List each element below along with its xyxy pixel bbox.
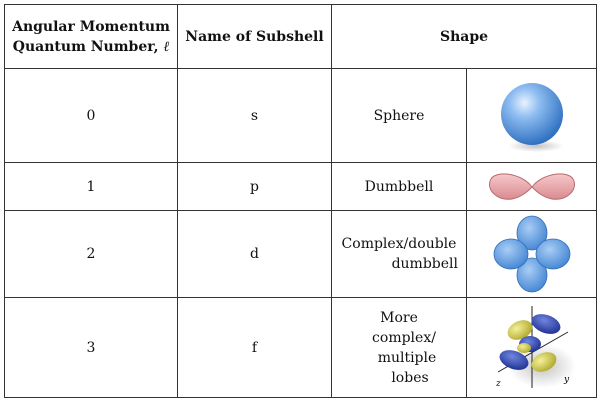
z-axis-label: z bbox=[495, 379, 501, 389]
shape-line: multiple bbox=[377, 349, 437, 366]
sphere-icon bbox=[466, 68, 597, 163]
table-row: 0 s Sphere bbox=[4, 68, 597, 163]
shape-line: dumbbell bbox=[391, 256, 458, 272]
l-value: 3 bbox=[4, 297, 178, 398]
table-row: 3 f More complex/ multiple lobes bbox=[4, 297, 597, 398]
subshell-name: p bbox=[177, 162, 332, 211]
shape-name: Complex/double dumbbell bbox=[331, 210, 467, 298]
header-col1-line1: Angular Momentum bbox=[12, 18, 170, 35]
shape-name: Sphere bbox=[331, 68, 467, 163]
subshell-name: s bbox=[177, 68, 332, 163]
shape-line: Sphere bbox=[373, 107, 425, 124]
header-subshell-name: Name of Subshell bbox=[177, 4, 332, 69]
shape-line: complex/ bbox=[372, 329, 436, 346]
header-angular-momentum: Angular Momentum Quantum Number, ℓ bbox=[4, 4, 178, 69]
table-row: 1 p Dumbbell bbox=[4, 162, 597, 211]
header-row: Angular Momentum Quantum Number, ℓ Name … bbox=[4, 4, 597, 69]
shape-name: Dumbbell bbox=[331, 162, 467, 211]
table-row: 2 d Complex/double dumbbell bbox=[4, 210, 597, 298]
header-col1-line2: Quantum Number, bbox=[12, 38, 159, 55]
subshell-name: f bbox=[177, 297, 332, 398]
subshell-table: Angular Momentum Quantum Number, ℓ Name … bbox=[4, 4, 597, 398]
shape-line: lobes bbox=[391, 369, 429, 386]
ell-symbol: ℓ bbox=[163, 38, 170, 55]
shape-name: More complex/ multiple lobes bbox=[331, 297, 467, 398]
l-value: 0 bbox=[4, 68, 178, 163]
multi-lobe-icon: z y bbox=[466, 297, 597, 398]
shape-line: Complex/double bbox=[341, 236, 457, 252]
dumbbell-icon bbox=[466, 162, 597, 211]
header-shape: Shape bbox=[331, 4, 597, 69]
shape-line: More bbox=[380, 309, 418, 326]
four-lobe-icon bbox=[466, 210, 597, 298]
l-value: 1 bbox=[4, 162, 178, 211]
shape-line: Dumbbell bbox=[364, 178, 434, 195]
y-axis-label: y bbox=[563, 375, 570, 385]
subshell-name: d bbox=[177, 210, 332, 298]
l-value: 2 bbox=[4, 210, 178, 298]
